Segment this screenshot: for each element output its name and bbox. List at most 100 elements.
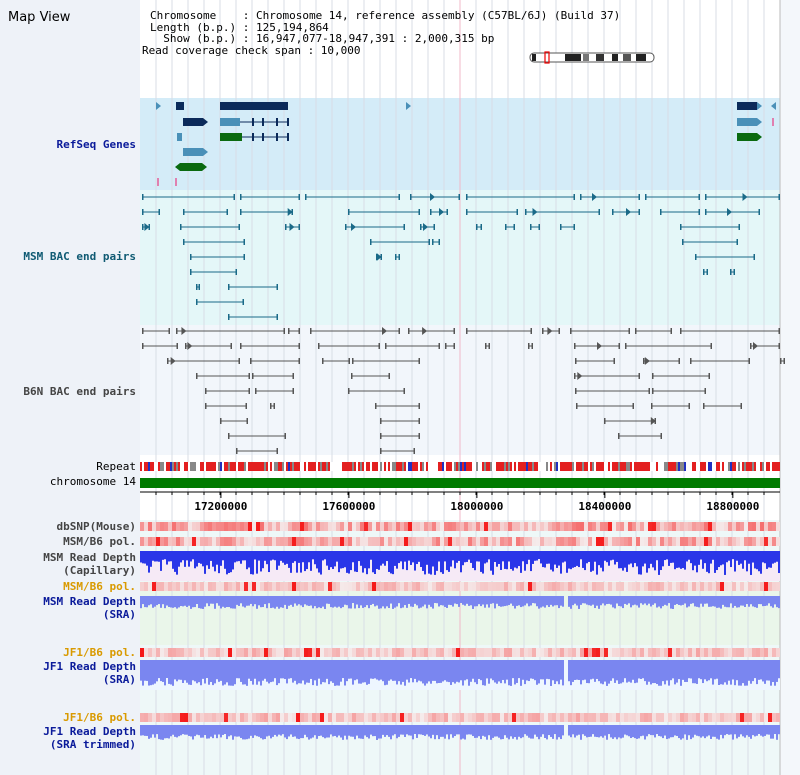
jf1-b6-pol-heat-2	[676, 713, 680, 722]
msm-b6-pol-heat-2	[352, 582, 356, 591]
repeat-element	[646, 462, 648, 471]
jf1-b6-pol-heat	[568, 648, 572, 657]
dbsnp-heat	[760, 522, 764, 531]
repeat-element	[270, 462, 272, 471]
jf1-b6-pol-heat-2	[168, 713, 172, 722]
bac-end	[378, 343, 380, 349]
bac-end-arrow	[577, 372, 583, 380]
bac-end	[298, 343, 300, 349]
capillary-depth-bar	[144, 551, 146, 564]
capillary-depth-bar	[252, 551, 254, 575]
bac-end-arrow	[170, 357, 176, 365]
jf1-sra-depth-bar	[534, 660, 536, 681]
bac-end	[598, 209, 600, 215]
repeat-element	[328, 462, 330, 471]
jf1-sra-depth-bar	[726, 660, 728, 685]
repeat-element	[734, 462, 736, 471]
jf1-sra-depth-bar	[724, 660, 726, 683]
jf1-b6-pol-heat-2	[620, 713, 624, 722]
jf1-b6-pol-label-2[interactable]: JF1/B6 pol.	[63, 711, 136, 724]
msm-sra-depth-bar	[188, 596, 190, 606]
jf1-trim-depth-bar	[698, 725, 700, 737]
msm-sra-depth-bar	[152, 596, 154, 608]
repeat-element	[410, 462, 412, 471]
capillary-depth-bar	[420, 551, 422, 568]
msm-bac-label[interactable]: MSM BAC end pairs	[23, 250, 136, 263]
msm-sra-depth-bar	[260, 596, 262, 608]
repeat-element	[636, 462, 638, 471]
jf1-read-depth-trimmed-label[interactable]: JF1 Read Depth	[43, 725, 136, 738]
refseq-genes-track[interactable]	[156, 102, 776, 186]
jf1-read-depth-sra-label[interactable]: JF1 Read Depth	[43, 660, 136, 673]
msm-b6-pol-heat	[400, 537, 404, 546]
repeat-element	[262, 462, 264, 471]
jf1-b6-pol-heat-2	[752, 713, 756, 722]
msm-sra-depth-bar	[714, 596, 716, 607]
jf1-b6-pol-heat-2	[260, 713, 264, 722]
jf1-sra-depth-bar	[294, 660, 296, 681]
msm-b6-pol-heat-2	[216, 582, 220, 591]
msm-sra-depth-bar	[216, 596, 218, 604]
dbsnp-heat	[516, 522, 520, 531]
msm-sra-depth-bar	[324, 596, 326, 609]
jf1-trim-depth-bar	[438, 725, 440, 740]
repeat-element	[162, 462, 164, 471]
msm-sra-depth-bar	[668, 596, 670, 604]
msm-b6-pol-heat	[216, 537, 220, 546]
jf1-b6-pol-heat-2	[340, 713, 344, 722]
bac-end	[680, 328, 682, 334]
msm-b6-pol-heat-2	[468, 582, 472, 591]
repeat-label[interactable]: Repeat	[96, 460, 136, 473]
capillary-depth-bar	[452, 551, 454, 561]
jf1-trim-depth-bar	[748, 725, 750, 737]
b6n-bac-label[interactable]: B6N BAC end pairs	[23, 385, 136, 398]
capillary-depth-bar	[176, 551, 178, 575]
msm-b6-pol-heat-2	[276, 582, 280, 591]
jf1-b6-pol-heat	[540, 648, 544, 657]
bac-end	[778, 328, 780, 334]
chromosome-bar[interactable]	[140, 478, 780, 488]
depth-tracks[interactable]	[140, 551, 780, 740]
jf1-b6-pol-label[interactable]: JF1/B6 pol.	[63, 646, 136, 659]
jf1-b6-pol-heat	[308, 648, 312, 657]
msm-b6-pol-label-2[interactable]: MSM/B6 pol.	[63, 580, 136, 593]
refseq-genes-label[interactable]: RefSeq Genes	[56, 138, 136, 151]
bac-end	[648, 388, 650, 394]
jf1-sra-depth-bar	[756, 660, 758, 685]
b6n-bac-track[interactable]	[142, 327, 785, 454]
chromosome-label[interactable]: chromosome 14	[49, 475, 136, 488]
repeat-element	[228, 462, 230, 471]
msm-b6-pol-label[interactable]: MSM/B6 pol.	[63, 535, 136, 548]
ideogram-band	[583, 54, 589, 61]
jf1-b6-pol-heat	[504, 648, 508, 657]
jf1-b6-pol-heat-2	[776, 713, 780, 722]
strand-arrow	[757, 133, 762, 141]
jf1-sra-depth-bar	[504, 660, 506, 684]
msm-read-depth-sra-label[interactable]: MSM Read Depth	[43, 595, 136, 608]
heat-tracks[interactable]	[140, 522, 780, 722]
dbsnp-label[interactable]: dbSNP(Mouse)	[56, 520, 136, 533]
jf1-b6-pol-heat-2	[516, 713, 520, 722]
repeat-track[interactable]	[140, 462, 780, 471]
msm-read-depth-capillary-label[interactable]: MSM Read Depth	[43, 551, 136, 564]
jf1-trim-depth-bar	[738, 725, 740, 737]
msm-b6-pol-heat	[392, 537, 396, 546]
grid-lines	[155, 0, 781, 775]
chromosome-ideogram[interactable]	[529, 51, 655, 64]
msm-sra-depth-bar	[174, 596, 176, 608]
jf1-trim-depth-bar	[526, 725, 528, 736]
msm-sra-depth-bar	[500, 596, 502, 607]
jf1-b6-pol-heat-2	[152, 713, 156, 722]
msm-bac-track[interactable]	[142, 193, 780, 320]
jf1-sra-depth-bar	[686, 660, 688, 682]
dbsnp-heat	[768, 522, 772, 531]
msm-b6-pol-heat	[424, 537, 428, 546]
jf1-sra-depth-bar	[642, 660, 644, 679]
msm-sra-depth-bar	[228, 596, 230, 608]
jf1-b6-pol-heat	[380, 648, 384, 657]
jf1-b6-pol-heat	[152, 648, 156, 657]
repeat-element	[178, 462, 180, 471]
capillary-depth-bar	[196, 551, 198, 567]
bac-end	[220, 418, 222, 424]
